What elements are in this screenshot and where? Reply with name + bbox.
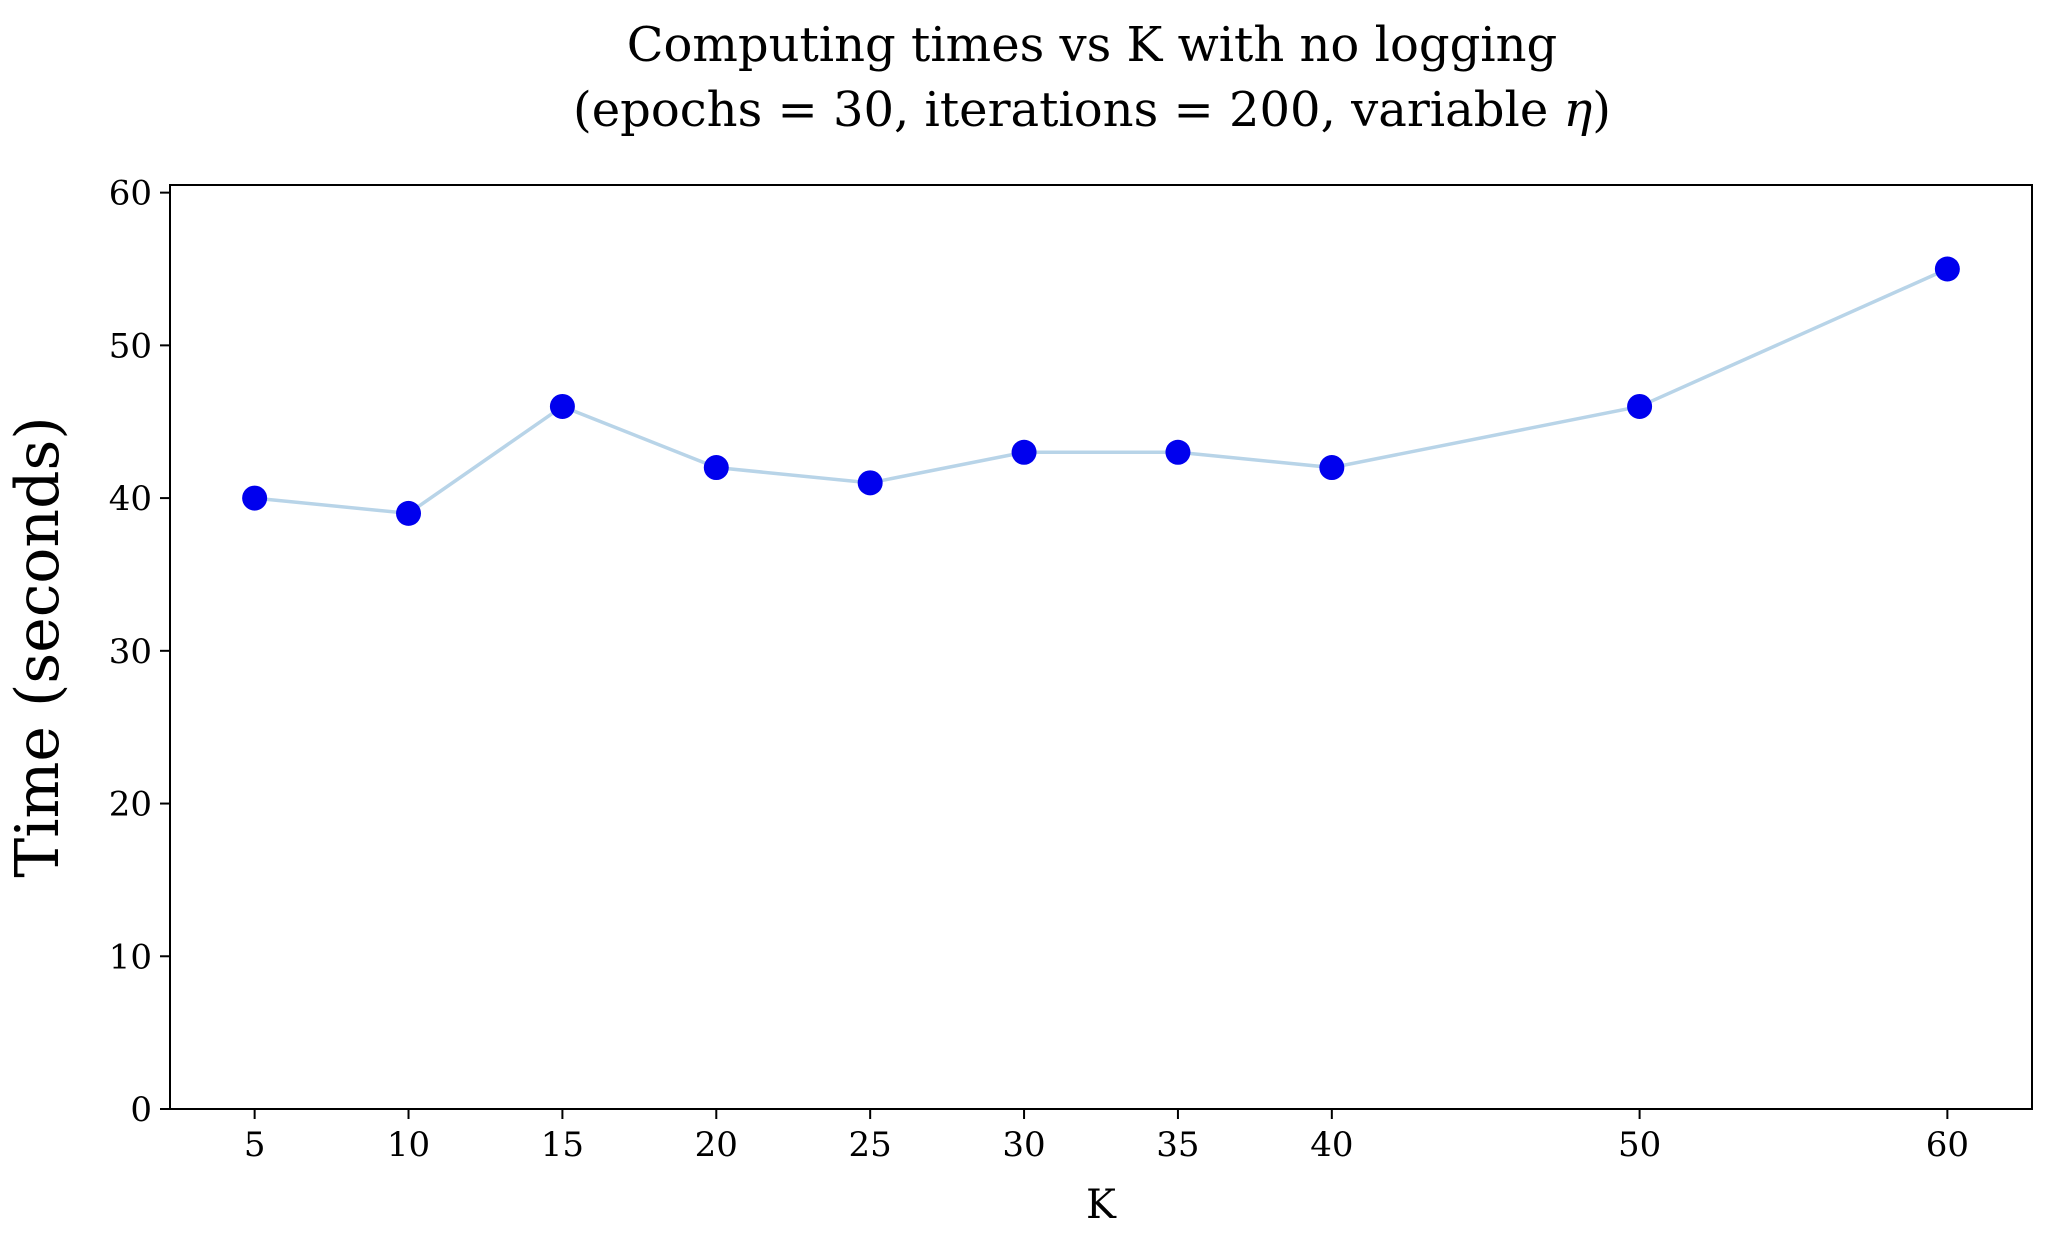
chart-subtitle-suffix: ) (1592, 82, 1611, 138)
y-tick-label: 20 (109, 785, 152, 825)
data-point (1934, 256, 1960, 282)
data-point (857, 470, 883, 496)
x-tick-label: 25 (849, 1125, 892, 1165)
x-tick-label: 50 (1618, 1125, 1661, 1165)
chart-title: Computing times vs K with no logging (627, 17, 1558, 73)
x-tick-label: 5 (244, 1125, 266, 1165)
data-point (703, 455, 729, 481)
chart-subtitle-prefix: (epochs = 30, iterations = 200, variable (573, 82, 1563, 138)
x-tick-label: 60 (1926, 1125, 1969, 1165)
chart-subtitle: (epochs = 30, iterations = 200, variable… (573, 82, 1611, 138)
x-tick-label: 35 (1156, 1125, 1199, 1165)
x-tick-label: 40 (1310, 1125, 1353, 1165)
data-point (1627, 393, 1653, 419)
y-tick-label: 40 (109, 479, 152, 519)
x-tick-label: 10 (387, 1125, 430, 1165)
x-tick-label: 20 (695, 1125, 738, 1165)
y-tick-label: 10 (109, 937, 152, 977)
x-axis-label: K (1086, 1182, 1117, 1228)
data-point (1319, 455, 1345, 481)
data-point (242, 485, 268, 511)
chart-subtitle-symbol: η (1563, 82, 1592, 138)
data-point (549, 393, 575, 419)
series-line (254, 267, 1949, 516)
y-tick-label: 50 (109, 326, 152, 366)
axes-frame (169, 184, 2033, 1110)
y-tick-label: 0 (130, 1090, 152, 1130)
y-tick-label: 60 (109, 174, 152, 214)
plot-area: 5 10 15 20 25 30 35 40 50 60 0 10 20 30 40 50 60 (109, 174, 1969, 1165)
y-tick-label: 30 (109, 632, 152, 672)
x-tick-label: 30 (1002, 1125, 1045, 1165)
data-point (1011, 439, 1037, 465)
data-point (1165, 439, 1191, 465)
x-tick-label: 15 (541, 1125, 584, 1165)
data-point (396, 500, 422, 526)
y-axis-label: Time (seconds) (3, 416, 73, 877)
